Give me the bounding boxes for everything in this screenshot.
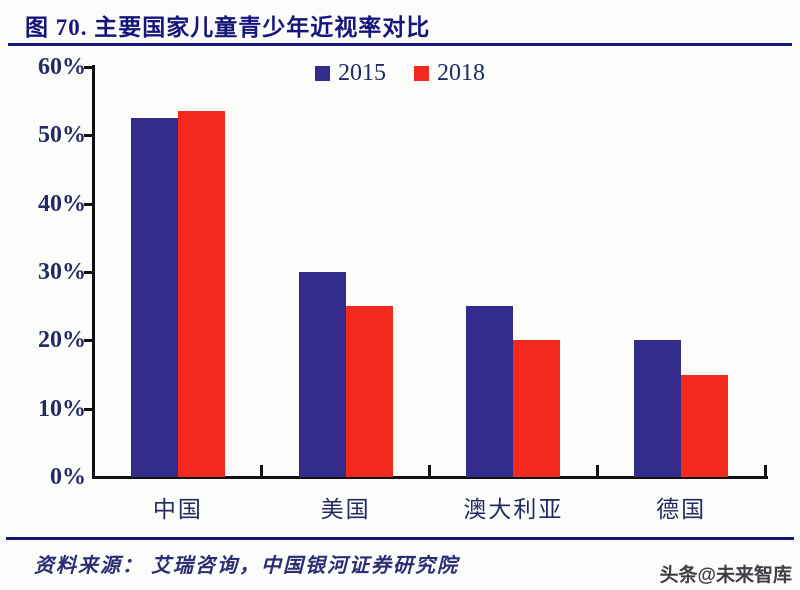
x-axis-category-label: 美国 [320, 497, 371, 522]
bar-2018-2 [345, 306, 393, 477]
x-axis-category-label: 德国 [656, 497, 707, 522]
x-axis-tick-mark [763, 465, 767, 476]
bar-2015-4 [634, 340, 682, 477]
y-axis-line [92, 65, 95, 479]
x-axis-line [92, 476, 768, 479]
legend-swatch-icon [315, 65, 330, 81]
bar-2015-1 [130, 118, 178, 477]
y-axis-tick-mark [84, 271, 92, 274]
y-axis-tick-label: 20% [38, 327, 86, 354]
legend-label: 2018 [437, 60, 485, 86]
chart-title: 图 70. 主要国家儿童青少年近视率对比 [25, 15, 431, 40]
y-axis-tick-mark [84, 202, 92, 206]
bar-2018-4 [681, 374, 729, 477]
bar-2015-2 [298, 272, 346, 477]
bar-2018-3 [513, 340, 561, 477]
x-axis-tick-mark [260, 465, 264, 476]
y-axis-tick-label: 40% [38, 190, 86, 217]
y-axis-tick-label: 10% [38, 395, 86, 422]
legend-swatch-icon [414, 65, 429, 81]
y-axis-tick-label: 50% [38, 122, 86, 149]
y-axis-tick-mark [84, 339, 92, 343]
footer-divider [6, 537, 794, 540]
chart-legend: 2015 2018 [0, 61, 800, 85]
source-attribution: 资料来源： 艾瑞咨询，中国银河证券研究院 [34, 555, 459, 577]
y-axis-tick-label: 30% [38, 259, 86, 285]
title-divider [8, 43, 792, 46]
bar-2018-1 [177, 110, 225, 477]
x-axis-tick-mark [428, 465, 431, 476]
y-axis-tick-label: 0% [50, 464, 86, 490]
bar-2015-3 [466, 306, 514, 477]
y-axis-tick-mark [84, 66, 92, 69]
legend-label: 2015 [338, 60, 386, 86]
watermark-text: 头条@未来智库 [659, 565, 792, 586]
y-axis-tick-label: 60% [38, 54, 86, 80]
x-axis-category-label: 澳大利亚 [463, 497, 564, 522]
legend-item-2018: 2018 [414, 61, 485, 85]
y-axis-tick-mark [84, 134, 92, 138]
legend-item-2015: 2015 [315, 61, 386, 85]
x-axis-tick-mark [595, 465, 599, 476]
y-axis-tick-mark [84, 407, 92, 411]
x-axis-category-label: 中国 [152, 497, 203, 522]
